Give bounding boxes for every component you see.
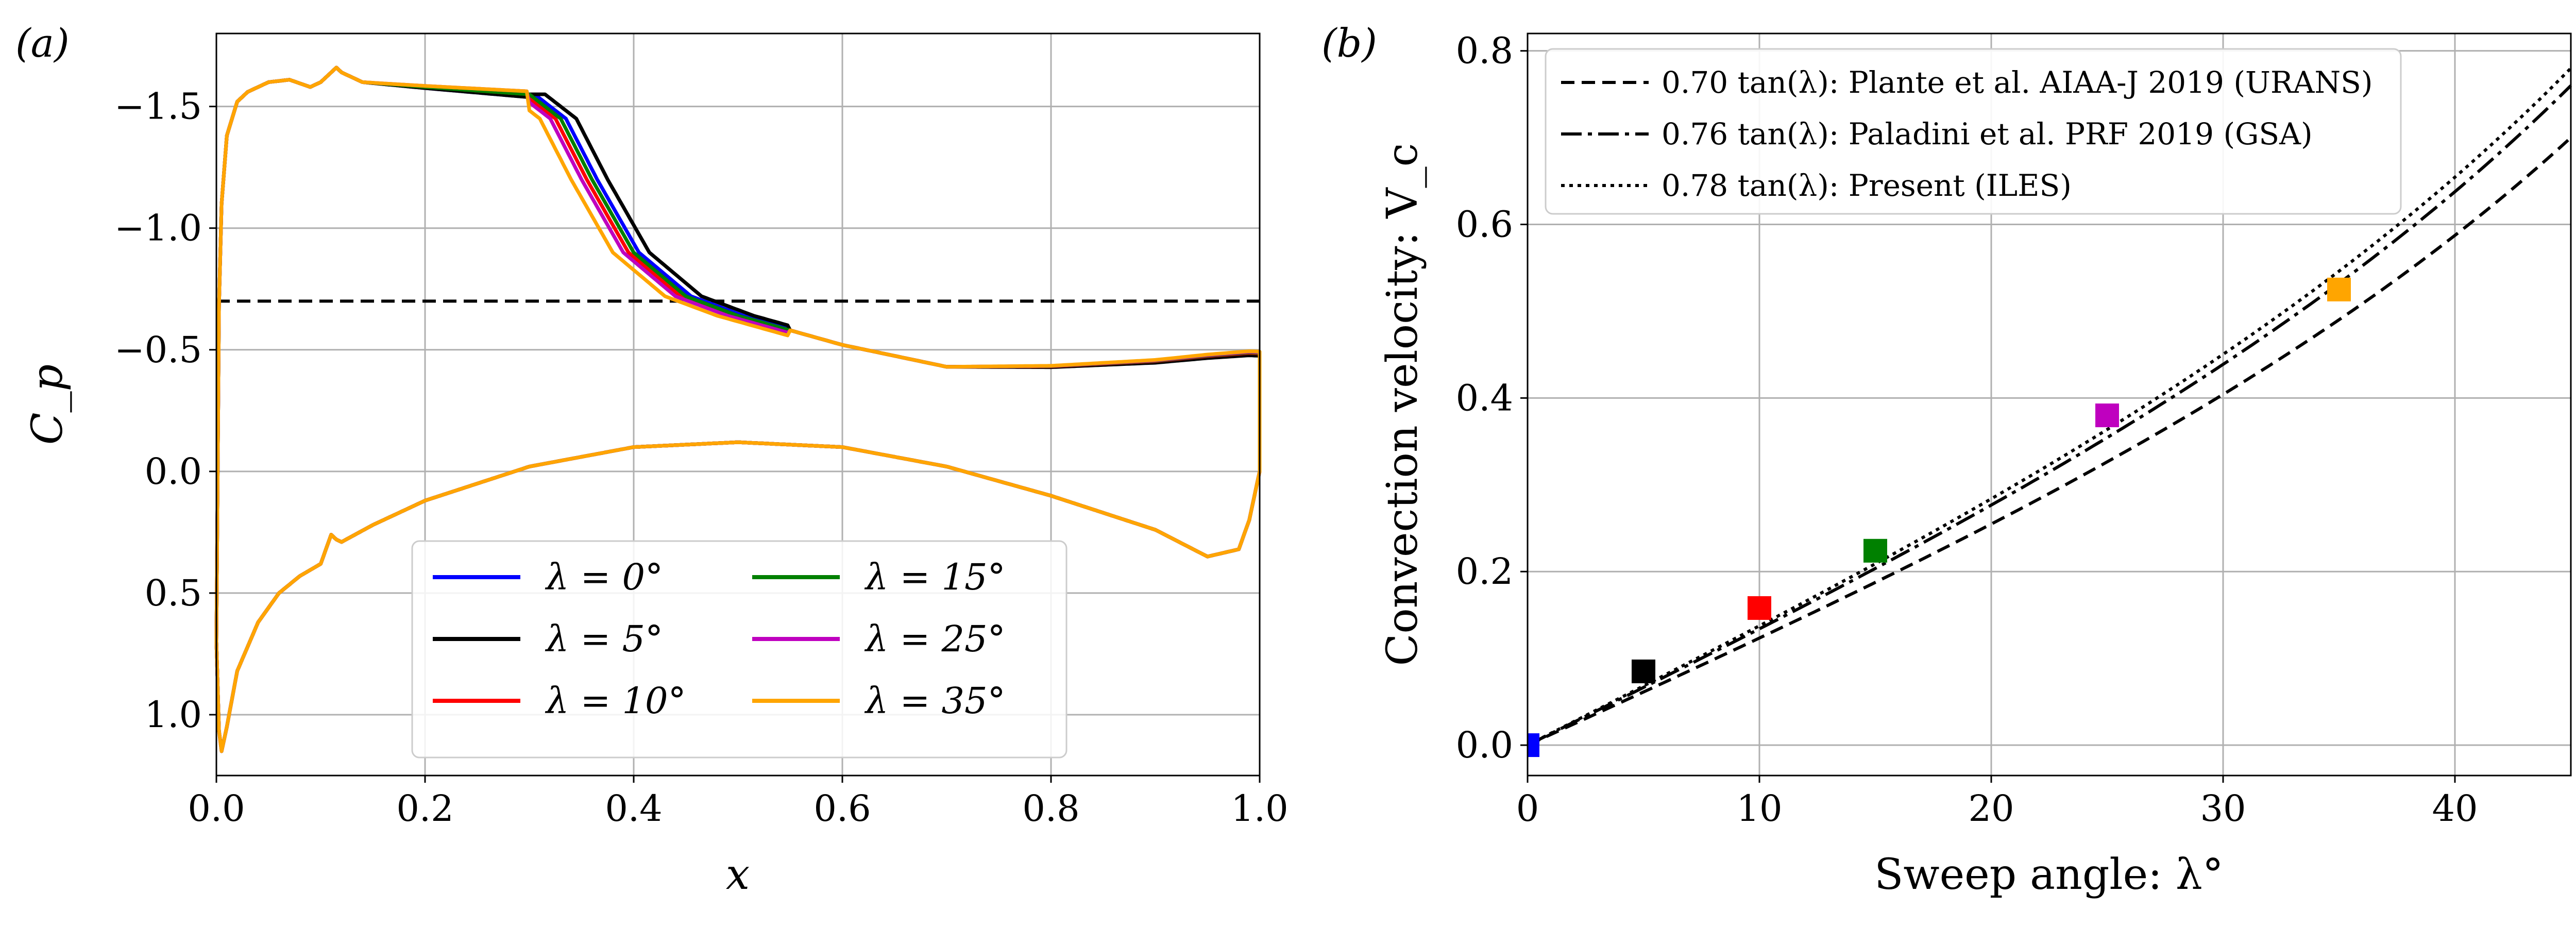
panel-b-x-tick-label: 10	[1736, 787, 1782, 830]
panel-a-x-tick-label: 0.0	[188, 787, 245, 830]
panel-b-tan-curve	[1527, 67, 2572, 747]
panel-b-legend-box	[1545, 48, 2402, 215]
panel-a-y-tick-label: 0.0	[145, 450, 202, 493]
panel-b-data-point	[1528, 733, 1539, 757]
panel-b-lines	[1527, 67, 2572, 747]
panel-a-legend-label: λ = 25°	[864, 618, 1006, 660]
panel-a-legend-label: λ = 15°	[864, 556, 1006, 598]
panel-b-y-tick-label: 0.8	[1456, 30, 1513, 72]
panel-b-x-tick-label: 0	[1516, 787, 1539, 830]
panel-b-x-tick-label: 20	[1968, 787, 2014, 830]
panel-b-tan-curve	[1527, 84, 2572, 747]
panel-b-data-point	[1748, 596, 1771, 620]
panel-a-x-tick-label: 1.0	[1231, 787, 1288, 830]
panel-b-y-tick-label: 0.2	[1456, 550, 1513, 593]
panel-a-y-label: C_p	[23, 364, 72, 445]
panel-a-cp-distribution: (a) 0.0 0.2 0.4 0.6 0.8 1.0 −1.5−1.0−0.50.00.…	[15, 20, 1289, 899]
panel-b-legend-label: 0.70 tan(λ): Plante et al. AIAA-J 2019 (…	[1662, 65, 2373, 100]
panel-b-legend-label: 0.76 tan(λ): Paladini et al. PRF 2019 (G…	[1662, 116, 2313, 151]
panel-b-convection-velocity: (b) 0 10 20 30 40 0.0 0.2 0.4 0.6 0.8 Sweep angl…	[1321, 20, 2572, 899]
panel-a-x-tick-label: 0.2	[396, 787, 453, 830]
panel-b-y-tick-label: 0.6	[1456, 204, 1513, 246]
panel-a-y-tick-label: −1.5	[114, 86, 202, 128]
panel-a-y-ticks: −1.5 −1.0 −0.5 0.0 0.5 1.0	[114, 86, 216, 736]
panel-b-frame	[1527, 32, 2572, 777]
panel-b-legend: 0.70 tan(λ): Plante et al. AIAA-J 2019 (…	[1545, 48, 2402, 215]
panel-a-legend-label: λ = 0°	[545, 556, 663, 598]
panel-a-label: (a)	[15, 20, 70, 66]
panel-b-data-point	[2327, 277, 2351, 301]
panel-b-label: (b)	[1321, 20, 1377, 66]
panel-b-y-tick-label: 0.4	[1456, 377, 1513, 419]
panel-b-x-tick-label: 40	[2432, 787, 2478, 830]
panel-b-x-ticks: 0 10 20 30 40	[1516, 776, 2478, 830]
panel-a-legend: λ = 0° λ = 5° λ = 10° λ = 15° λ = 25° λ = 35°	[411, 540, 1067, 759]
panel-a-frame	[215, 32, 1261, 777]
panel-b-points	[1528, 277, 2351, 757]
panel-a-y-tick-label: 0.5	[145, 572, 202, 614]
panel-a-y-tick-label: 1.0	[145, 694, 202, 736]
panel-b-x-label: Sweep angle: λ°	[1874, 850, 2224, 899]
panel-a-x-ticks: 0.0 0.2 0.4 0.6 0.8 1.0	[188, 776, 1289, 830]
panel-b-y-ticks: 0.0 0.2 0.4 0.6 0.8	[1456, 30, 1528, 766]
panel-a-legend-label: λ = 35°	[864, 680, 1006, 722]
panel-a-x-tick-label: 0.6	[814, 787, 871, 830]
panel-a-legend-label: λ = 10°	[545, 680, 686, 722]
panel-b-y-tick-label: 0.0	[1456, 724, 1513, 766]
panel-b-y-label: Convection velocity: V_c	[1378, 143, 1427, 666]
panel-b-data-point	[1863, 538, 1887, 563]
panel-a-x-tick-label: 0.4	[605, 787, 662, 830]
panel-b-data-point	[1632, 659, 1655, 683]
panel-a-y-tick-label: −0.5	[114, 329, 202, 371]
panel-b-data-point	[2095, 403, 2119, 428]
panel-b-legend-label: 0.78 tan(λ): Present (ILES)	[1662, 168, 2072, 203]
panel-a-y-tick-label: −1.0	[114, 207, 202, 249]
panel-a-legend-label: λ = 5°	[545, 618, 663, 660]
panel-a-x-label: x	[726, 850, 750, 899]
panel-a-legend-box	[411, 540, 1067, 759]
panel-b-x-tick-label: 30	[2200, 787, 2246, 830]
panel-b-tan-curve	[1527, 136, 2572, 747]
panel-a-x-tick-label: 0.8	[1022, 787, 1079, 830]
